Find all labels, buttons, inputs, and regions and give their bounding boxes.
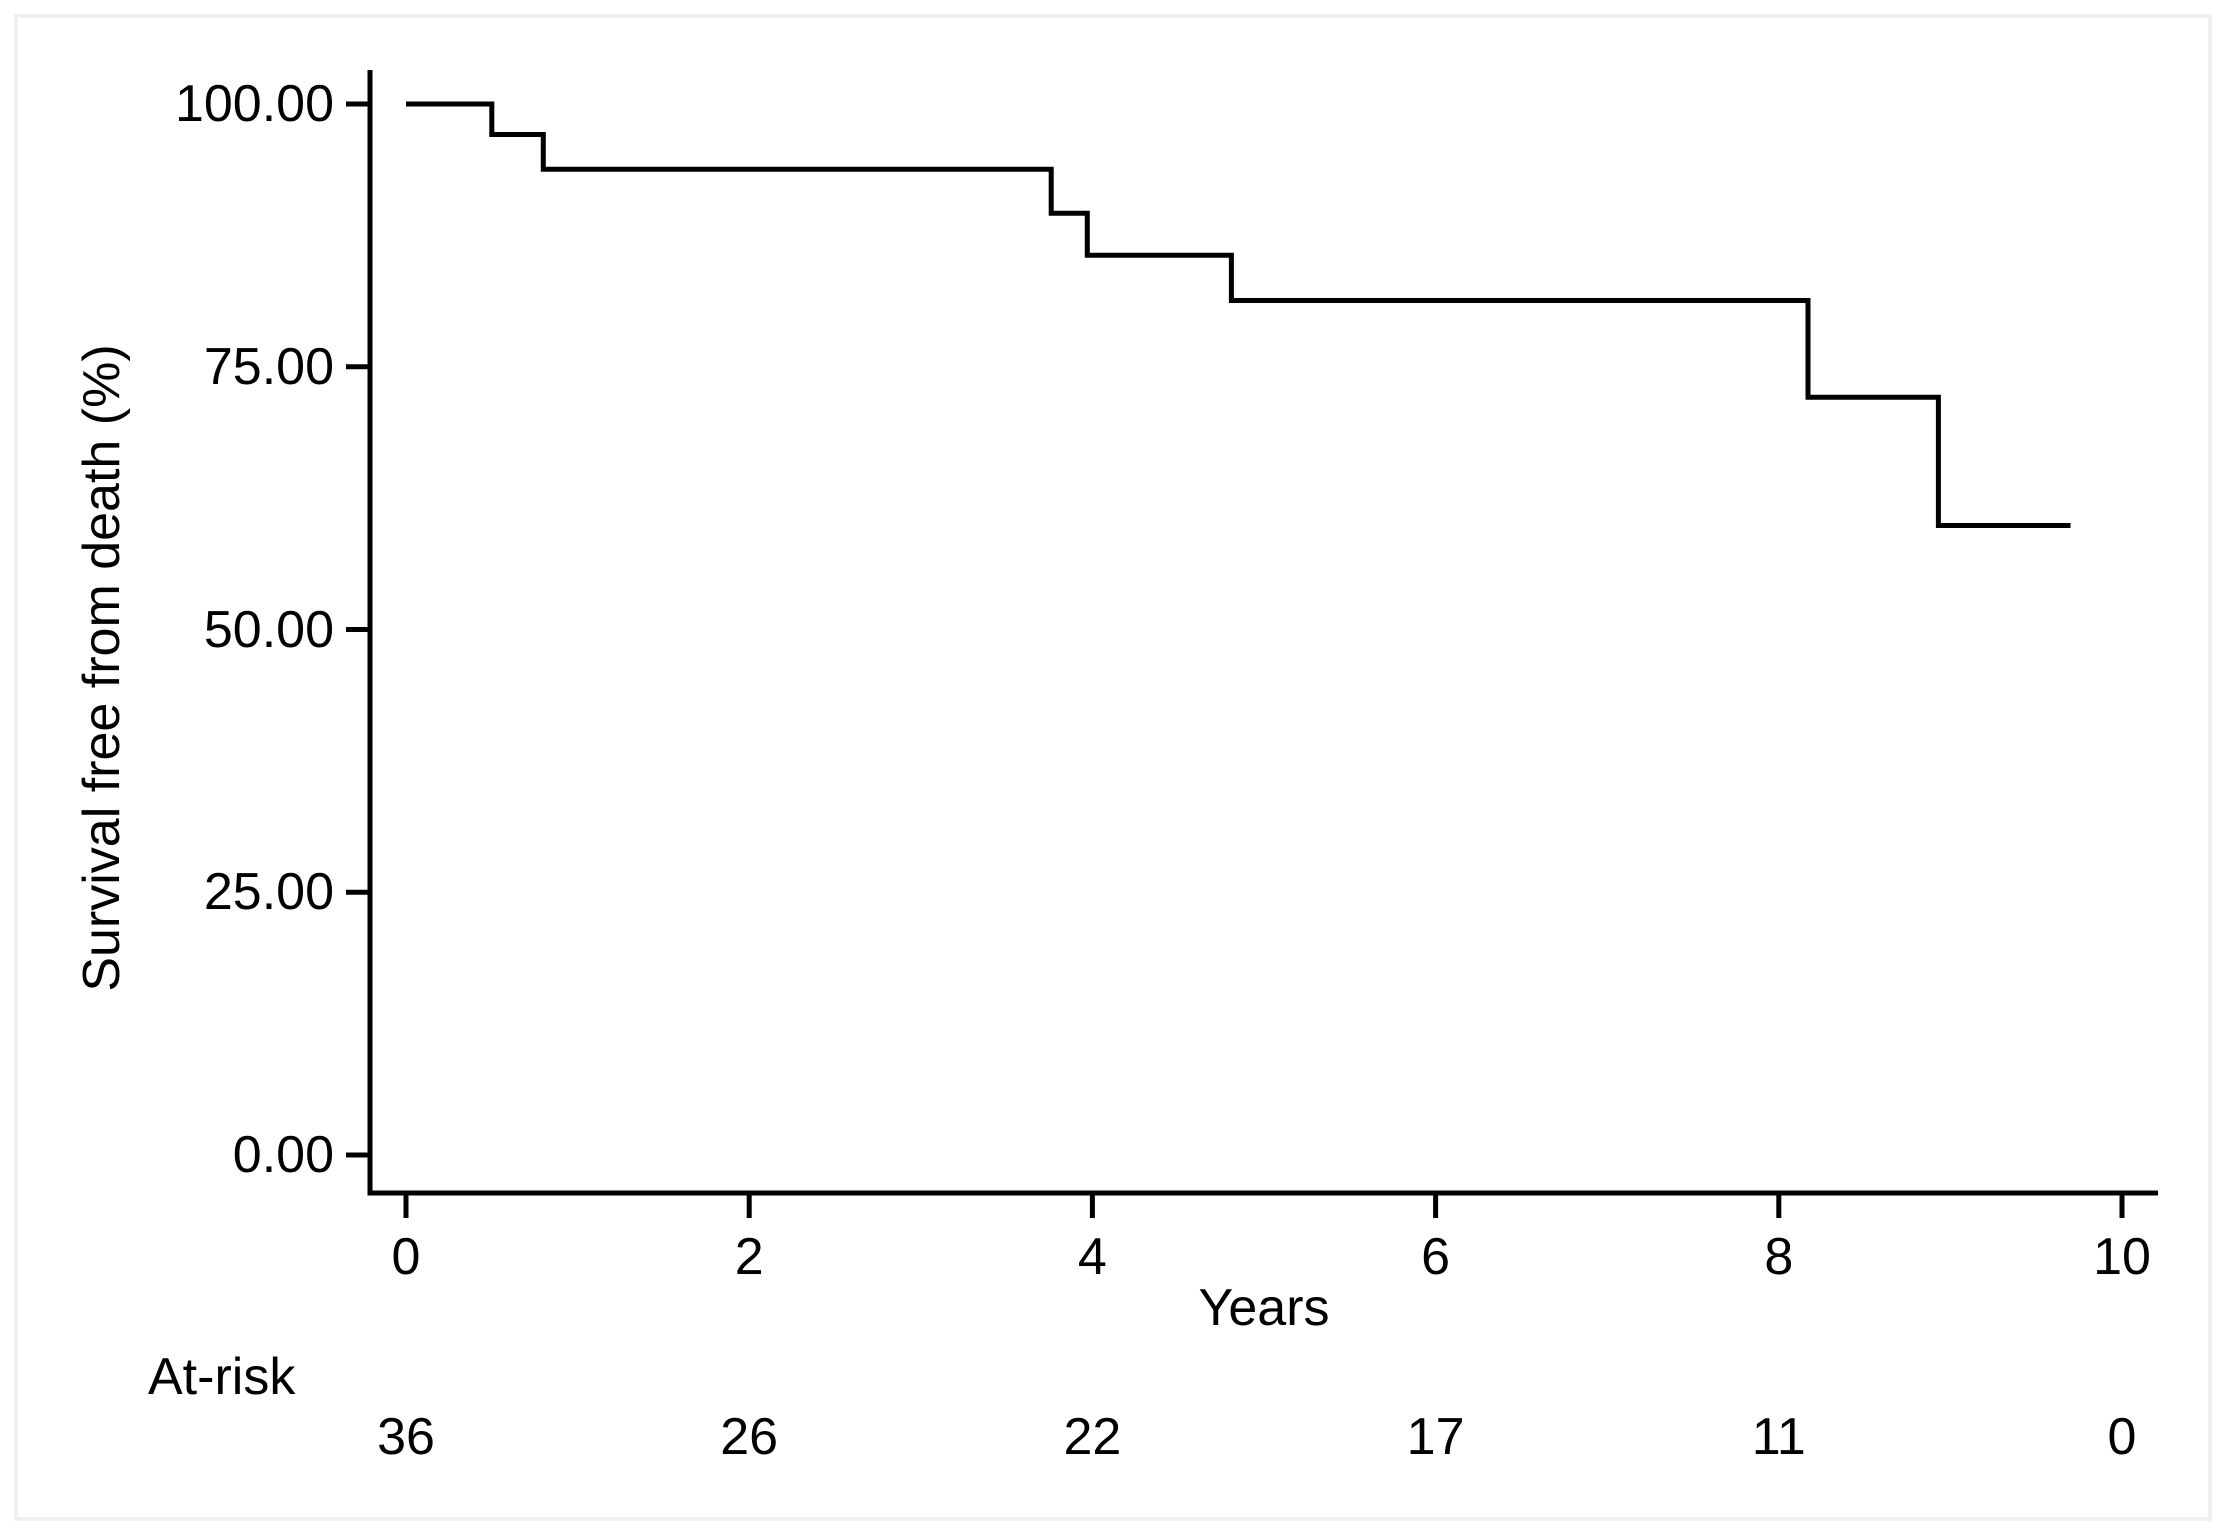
x-tick-label: 2 (734, 1228, 764, 1286)
axis-lines (367, 70, 2158, 1196)
y-tick-label: 50.00 (203, 600, 334, 659)
y-tick-label: 0.00 (232, 1126, 334, 1184)
at-risk-count: 17 (1406, 1408, 1465, 1466)
at-risk-label: At-risk (148, 1348, 296, 1406)
at-risk-count: 0 (2107, 1408, 2137, 1466)
y-tick-label: 25.00 (203, 863, 334, 922)
x-tick-label: 0 (391, 1228, 421, 1286)
at-risk-count: 26 (720, 1408, 779, 1466)
at-risk-count: 11 (1751, 1408, 1806, 1466)
x-tick-label: 10 (2093, 1228, 2151, 1286)
y-tick-label: 75.00 (203, 337, 334, 396)
x-tick-label: 4 (1077, 1228, 1107, 1286)
at-risk-count: 22 (1063, 1408, 1122, 1466)
x-tick-label: 6 (1421, 1228, 1451, 1286)
survival-step-curve (406, 101, 2071, 528)
y-tick-label: 100.00 (174, 75, 334, 133)
at-risk-count: 36 (377, 1408, 435, 1466)
x-tick-label: 8 (1764, 1228, 1794, 1286)
figure-border-frame (14, 14, 2212, 1521)
x-axis-title: Years (1198, 1279, 1330, 1337)
